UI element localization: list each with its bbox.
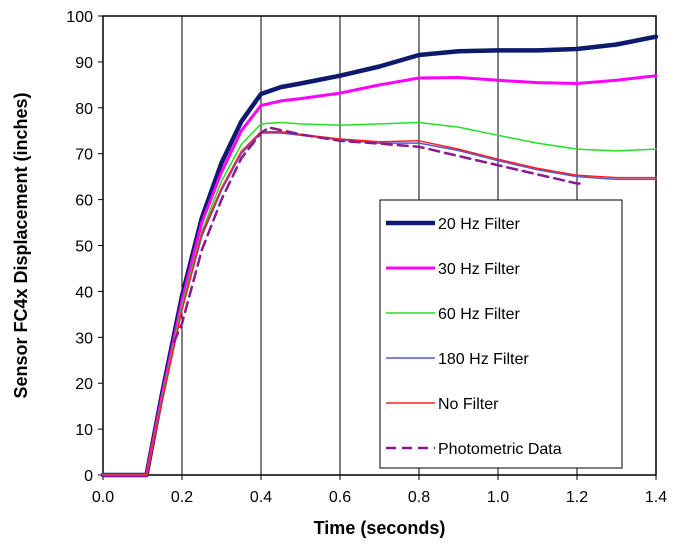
x-tick-label: 0.0 <box>92 489 114 506</box>
x-axis-title: Time (seconds) <box>314 518 446 538</box>
legend-label: 20 Hz Filter <box>438 216 520 233</box>
series-line-3 <box>102 121 657 476</box>
y-tick-label: 90 <box>75 55 93 72</box>
y-tick-label: 100 <box>66 9 93 26</box>
legend: 20 Hz Filter 30 Hz Filter 60 Hz Filter 180 … <box>379 199 623 469</box>
y-tick-label: 70 <box>75 147 93 164</box>
x-tick-label: 0.2 <box>171 489 193 506</box>
legend-label: Photometric Data <box>438 441 562 458</box>
y-tick-label: 50 <box>75 239 93 256</box>
legend-label: 30 Hz Filter <box>438 261 520 278</box>
x-tick-label: 1.2 <box>566 489 588 506</box>
x-tick-label: 0.4 <box>250 489 272 506</box>
y-tick-label: 10 <box>75 422 93 439</box>
y-tick-label: 60 <box>75 193 93 210</box>
y-tick-label: 30 <box>75 330 93 347</box>
series-line-5 <box>102 130 657 476</box>
legend-box <box>379 199 623 469</box>
x-tick-label: 1.0 <box>487 489 509 506</box>
legend-items: 20 Hz Filter 30 Hz Filter 60 Hz Filter 180 … <box>386 216 562 458</box>
legend-label: No Filter <box>438 396 499 413</box>
series-line-2 <box>101 74 658 477</box>
series-lines <box>100 34 659 478</box>
y-tick-label: 80 <box>75 101 93 118</box>
y-axis-title: Sensor FC4x Displacement (inches) <box>11 92 31 398</box>
x-tick-label: 0.8 <box>408 489 430 506</box>
x-tick-label: 1.4 <box>645 489 667 506</box>
y-tick-label: 0 <box>84 468 93 485</box>
series-line-6 <box>172 126 587 344</box>
legend-label: 60 Hz Filter <box>438 306 520 323</box>
legend-label: 180 Hz Filter <box>438 351 529 368</box>
y-tick-label: 20 <box>75 376 93 393</box>
axis-ticks: 0 10 20 30 40 50 60 70 80 90 100 0.0 0.2 0.4 0.6 0.8 1.0… <box>66 9 667 506</box>
y-tick-label: 40 <box>75 284 93 301</box>
x-tick-label: 0.6 <box>329 489 351 506</box>
